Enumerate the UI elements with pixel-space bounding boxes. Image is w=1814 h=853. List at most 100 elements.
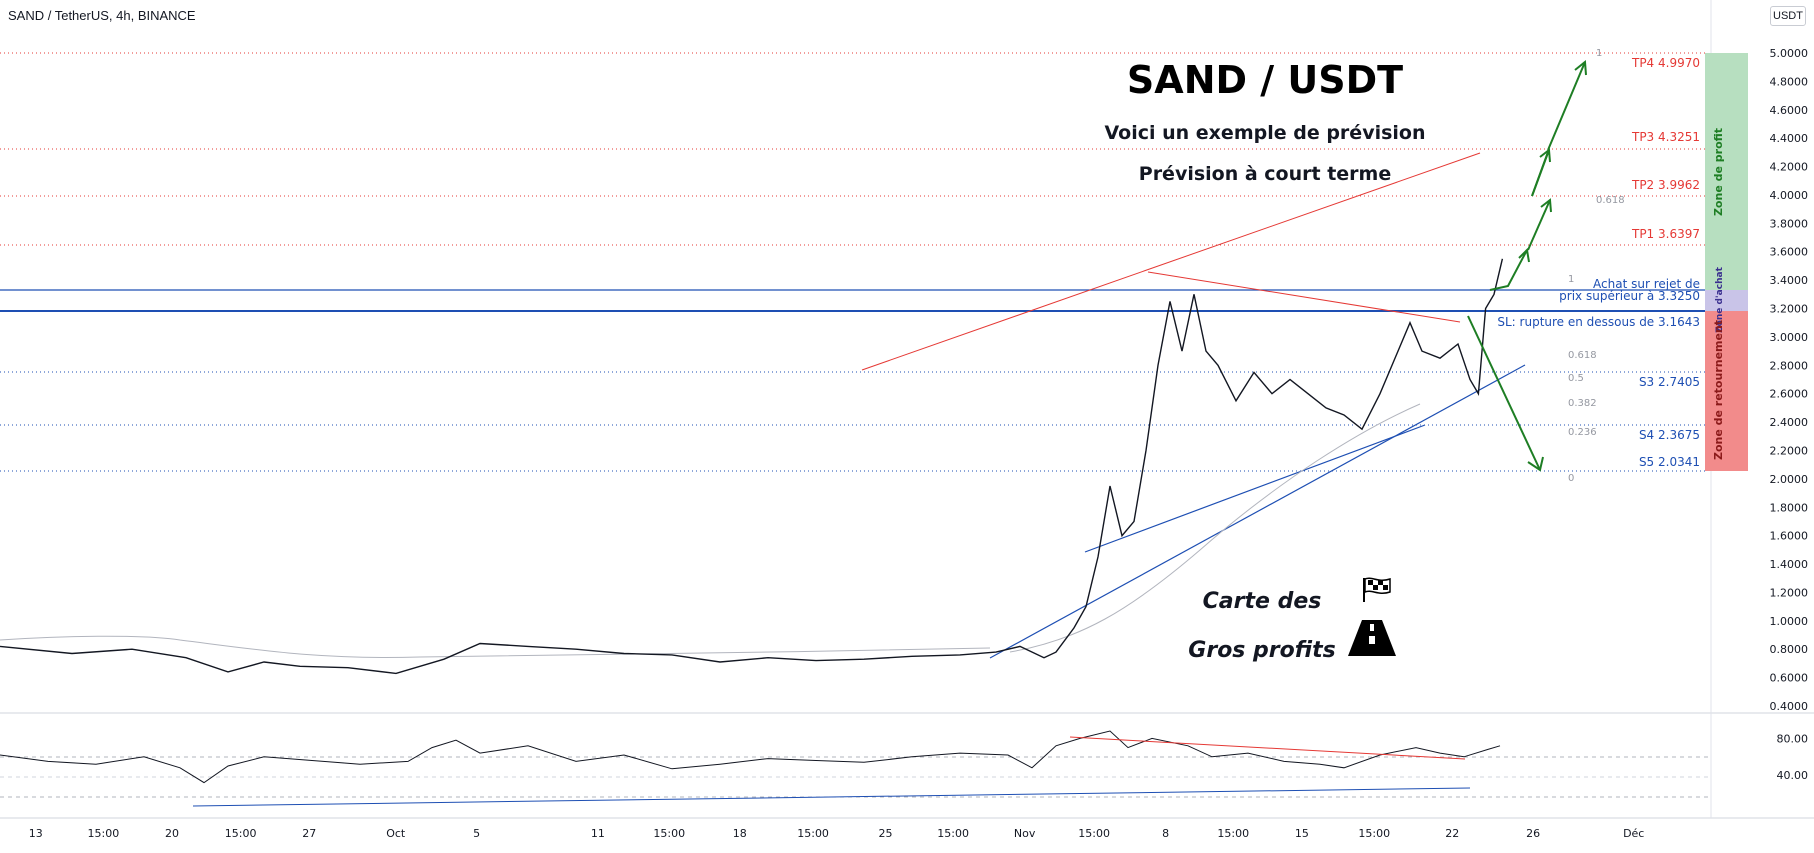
profit-zone	[1705, 53, 1748, 290]
time-tick-label: 11	[591, 827, 605, 840]
profit-zone-label: Zone de profit	[1712, 128, 1725, 216]
price-tick-label: 4.2000	[1770, 161, 1809, 174]
rsi-resistance-line	[1069, 736, 1466, 760]
price-tick-label: 4.0000	[1770, 189, 1809, 202]
support-line-1	[1084, 424, 1426, 553]
time-tick-label: 15	[1295, 827, 1309, 840]
price-tick-label: 0.8000	[1770, 643, 1809, 656]
price-tick-label: 3.0000	[1770, 331, 1809, 344]
overlay-subtitle-1: Voici un exemple de prévision	[1105, 122, 1426, 144]
time-tick-label: Oct	[386, 827, 406, 840]
price-tick-label: 1.4000	[1770, 558, 1809, 571]
fib-upper-0618: 0.618	[1596, 195, 1625, 206]
price-tick-label: 4.6000	[1770, 104, 1809, 117]
s5-label: S5 2.0341	[1639, 455, 1700, 469]
arrow-down-s5	[1467, 315, 1541, 471]
fib-lower-0382: 0.382	[1568, 398, 1597, 409]
time-tick-label: 22	[1445, 827, 1459, 840]
fib-lower-05: 0.5	[1568, 373, 1584, 384]
fib-lower-0236: 0.236	[1568, 427, 1597, 438]
time-tick-label: 5	[473, 827, 480, 840]
buy-zone-label: Zone d'achat	[1715, 266, 1725, 332]
arrow-head-tp1	[1518, 247, 1530, 263]
time-tick-label: 18	[733, 827, 747, 840]
price-tick-label: 1.6000	[1770, 530, 1809, 543]
rsi-tick-label: 40.00	[1777, 769, 1809, 782]
tp1-label: TP1 3.6397	[1631, 227, 1700, 241]
price-tick-label: 0.4000	[1770, 700, 1809, 713]
rising-resistance-line	[861, 152, 1481, 371]
fib-lower-0: 0	[1568, 473, 1574, 484]
reversal-zone	[1705, 311, 1748, 471]
rsi-series	[0, 730, 1501, 784]
arrow-to-tp2	[1527, 199, 1551, 251]
time-tick-label: 27	[302, 827, 316, 840]
arrow-head-tp4	[1574, 60, 1587, 76]
price-tick-label: 2.8000	[1770, 359, 1809, 372]
price-tick-label: 3.8000	[1770, 217, 1809, 230]
arrow-head-s5	[1527, 456, 1544, 472]
fib-lower-1: 1	[1568, 274, 1574, 285]
arrow-to-tp3	[1531, 149, 1550, 197]
tp3-label: TP3 4.3251	[1631, 130, 1700, 144]
price-tick-label: 3.2000	[1770, 303, 1809, 316]
price-series	[0, 258, 1504, 675]
currency-badge[interactable]: USDT	[1770, 6, 1806, 26]
time-tick-label: 15:00	[937, 827, 969, 840]
price-tick-label: 0.6000	[1770, 672, 1809, 685]
forecast-arrows	[1467, 60, 1587, 472]
fib-lower-0618: 0.618	[1568, 350, 1597, 361]
time-tick-label: 26	[1526, 827, 1540, 840]
price-tick-label: 2.4000	[1770, 416, 1809, 429]
time-tick-label: 15:00	[225, 827, 257, 840]
moving-average-early	[0, 635, 991, 659]
s4-label: S4 2.3675	[1639, 428, 1700, 442]
time-tick-label: 8	[1162, 827, 1169, 840]
price-tick-label: 4.4000	[1770, 132, 1809, 145]
time-tick-label: 15:00	[1217, 827, 1249, 840]
tp2-label: TP2 3.9962	[1631, 178, 1700, 192]
rsi-support-line	[192, 787, 1471, 807]
time-tick-label: 13	[29, 827, 43, 840]
buy-label-line1: Achat sur rejet de	[1593, 277, 1700, 291]
time-tick-label: 15:00	[1358, 827, 1390, 840]
checkered-flag-icon	[1363, 577, 1391, 602]
rsi-axis-ticks: 80.00 40.00	[1777, 732, 1809, 782]
time-tick-label: Déc	[1623, 827, 1644, 840]
sl-label: SL: rupture en dessous de 3.1643	[1497, 315, 1700, 329]
price-tick-label: 1.8000	[1770, 501, 1809, 514]
arrow-to-tp4	[1547, 61, 1586, 151]
overlay-subtitle-2: Prévision à court terme	[1139, 163, 1391, 185]
moving-average-line	[1009, 403, 1421, 653]
s3-label: S3 2.7405	[1639, 375, 1700, 389]
price-tick-label: 2.2000	[1770, 444, 1809, 457]
price-tick-label: 1.2000	[1770, 586, 1809, 599]
arrow-to-tp1	[1489, 249, 1528, 291]
buy-zone	[1705, 290, 1748, 311]
reversal-zone-label: Zone de retournement	[1712, 320, 1725, 460]
road-icon	[1348, 620, 1396, 656]
price-tick-label: 3.6000	[1770, 246, 1809, 259]
arrow-head-tp2	[1540, 198, 1552, 213]
time-tick-label: Nov	[1014, 827, 1036, 840]
symbol-header: SAND / TetherUS, 4h, BINANCE	[8, 8, 196, 23]
fib-upper-1: 1	[1596, 48, 1602, 59]
tp4-label: TP4 4.9970	[1631, 56, 1700, 70]
time-tick-label: 15:00	[88, 827, 120, 840]
price-tick-label: 2.0000	[1770, 473, 1809, 486]
logo-line-1: Carte des	[1203, 589, 1322, 614]
overlay-title: SAND / USDT	[1127, 58, 1403, 102]
price-axis-ticks: 5.0000 4.8000 4.6000 4.4000 4.2000 4.0000 3.80…	[1770, 47, 1809, 713]
price-tick-label: 4.8000	[1770, 75, 1809, 88]
time-tick-label: 15:00	[1078, 827, 1110, 840]
time-tick-label: 20	[165, 827, 179, 840]
falling-resistance-line	[1147, 271, 1461, 323]
price-tick-label: 5.0000	[1770, 47, 1809, 60]
time-tick-label: 15:00	[653, 827, 685, 840]
logo-line-2: Gros profits	[1188, 638, 1335, 663]
time-axis-ticks: 13 15:00 20 15:00 27 Oct 5 11 15:00 18 15:00 25 15:0…	[29, 827, 1645, 840]
time-tick-label: 25	[878, 827, 892, 840]
buy-label-line2: prix supérieur à 3.3250	[1559, 289, 1700, 303]
